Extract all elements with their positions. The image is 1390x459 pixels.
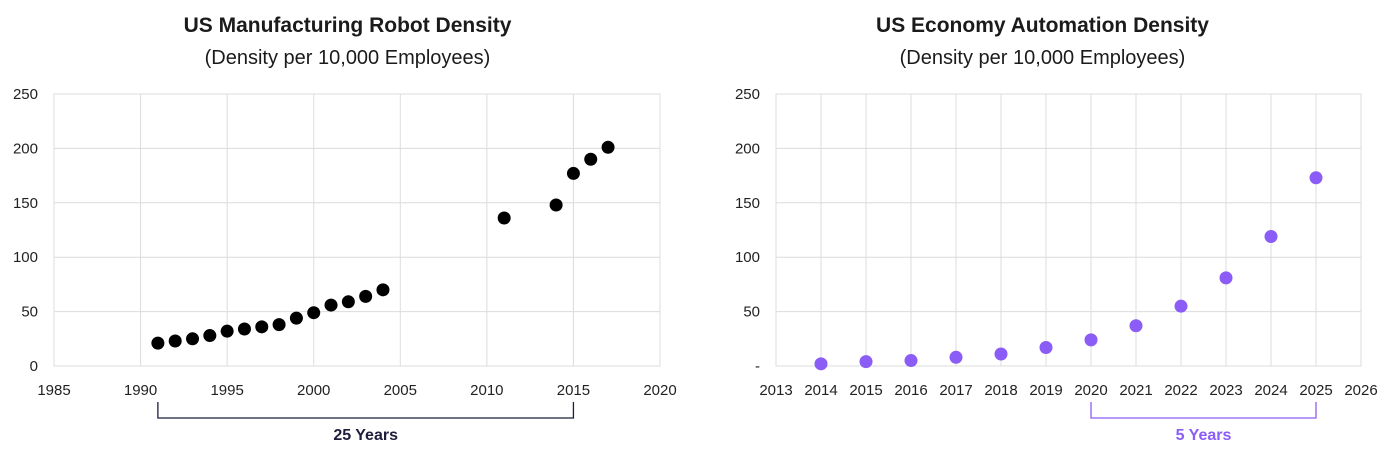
left-chart-title: US Manufacturing Robot Density bbox=[183, 14, 512, 37]
x-tick-label: 2021 bbox=[1119, 382, 1152, 399]
data-point bbox=[151, 336, 165, 350]
data-point bbox=[324, 298, 338, 312]
data-point bbox=[1309, 171, 1323, 185]
span-label: 25 Years bbox=[333, 427, 398, 444]
y-tick-label: 50 bbox=[743, 304, 760, 321]
data-point bbox=[168, 334, 182, 348]
data-point bbox=[814, 357, 828, 371]
data-point bbox=[1219, 271, 1233, 285]
x-tick-label: 2023 bbox=[1209, 382, 1242, 399]
y-tick-label: 200 bbox=[13, 140, 38, 157]
y-tick-label: 0 bbox=[30, 358, 38, 375]
y-tick-label: 200 bbox=[735, 140, 760, 157]
data-point bbox=[949, 350, 963, 364]
data-point bbox=[1174, 299, 1188, 313]
plot-frame bbox=[775, 93, 1362, 367]
data-point bbox=[307, 306, 321, 320]
y-tick-label: 250 bbox=[735, 86, 760, 103]
data-point bbox=[859, 355, 873, 369]
left-chart-panel: US Manufacturing Robot Density (Density … bbox=[13, 14, 677, 444]
span-bracket bbox=[157, 402, 575, 419]
right-chart-plot: 2013 2014 2015 2016 2017 2018 2019 2020 2021 2022… bbox=[735, 86, 1378, 444]
x-tick-label: 2025 bbox=[1299, 382, 1332, 399]
data-point bbox=[601, 140, 615, 154]
x-tick-label: 2026 bbox=[1344, 382, 1377, 399]
y-tick-label: 50 bbox=[21, 304, 38, 321]
x-tick-label: 2016 bbox=[894, 382, 927, 399]
y-tick-label: 100 bbox=[735, 249, 760, 266]
data-point bbox=[584, 152, 598, 166]
y-tick-label: 150 bbox=[735, 195, 760, 212]
x-tick-label: 2000 bbox=[297, 382, 330, 399]
x-tick-label: 2017 bbox=[939, 382, 972, 399]
x-tick-label: 2015 bbox=[557, 382, 590, 399]
data-point bbox=[186, 332, 200, 346]
x-tick-label: 2024 bbox=[1254, 382, 1287, 399]
data-point bbox=[359, 289, 373, 303]
x-tick-label: 1995 bbox=[210, 382, 243, 399]
data-point bbox=[341, 295, 355, 309]
data-point bbox=[203, 329, 217, 343]
x-tick-label: 2018 bbox=[984, 382, 1017, 399]
right-chart-subtitle: (Density per 10,000 Employees) bbox=[899, 47, 1186, 69]
span-bracket bbox=[1090, 402, 1317, 419]
data-point bbox=[255, 320, 269, 334]
y-tick-label: - bbox=[755, 358, 760, 375]
x-tick-label: 2014 bbox=[804, 382, 837, 399]
y-tick-label: 250 bbox=[13, 86, 38, 103]
data-point bbox=[566, 166, 580, 180]
data-point bbox=[549, 198, 563, 212]
x-tick-label: 2022 bbox=[1164, 382, 1197, 399]
data-point bbox=[272, 318, 286, 332]
data-point bbox=[376, 283, 390, 297]
y-tick-label: 150 bbox=[13, 195, 38, 212]
data-point bbox=[1129, 319, 1143, 333]
y-tick-label: 100 bbox=[13, 249, 38, 266]
data-point bbox=[904, 354, 918, 368]
right-chart-panel: US Economy Automation Density (Density p… bbox=[695, 0, 1390, 459]
x-tick-label: 2015 bbox=[849, 382, 882, 399]
plot-frame bbox=[53, 93, 661, 367]
x-tick-label: 2019 bbox=[1029, 382, 1062, 399]
x-tick-label: 2020 bbox=[643, 382, 676, 399]
x-tick-label: 1985 bbox=[37, 382, 70, 399]
data-point bbox=[237, 322, 251, 336]
x-tick-label: 2020 bbox=[1074, 382, 1107, 399]
x-tick-label: 2010 bbox=[470, 382, 503, 399]
data-point bbox=[994, 347, 1008, 361]
data-point bbox=[220, 324, 234, 338]
data-point bbox=[497, 211, 511, 225]
x-tick-label: 2013 bbox=[759, 382, 792, 399]
x-tick-label: 1990 bbox=[124, 382, 157, 399]
data-point bbox=[1084, 333, 1098, 347]
right-chart-title: US Economy Automation Density bbox=[876, 14, 1209, 37]
left-chart-subtitle: (Density per 10,000 Employees) bbox=[204, 47, 491, 69]
left-chart-plot: 1985 1990 1995 2000 2005 2010 2015 2020 0 50 100 15… bbox=[13, 86, 677, 444]
x-tick-label: 2005 bbox=[384, 382, 417, 399]
span-label: 5 Years bbox=[1176, 427, 1232, 444]
data-point bbox=[289, 311, 303, 325]
data-point bbox=[1039, 341, 1053, 355]
data-point bbox=[1264, 230, 1278, 244]
